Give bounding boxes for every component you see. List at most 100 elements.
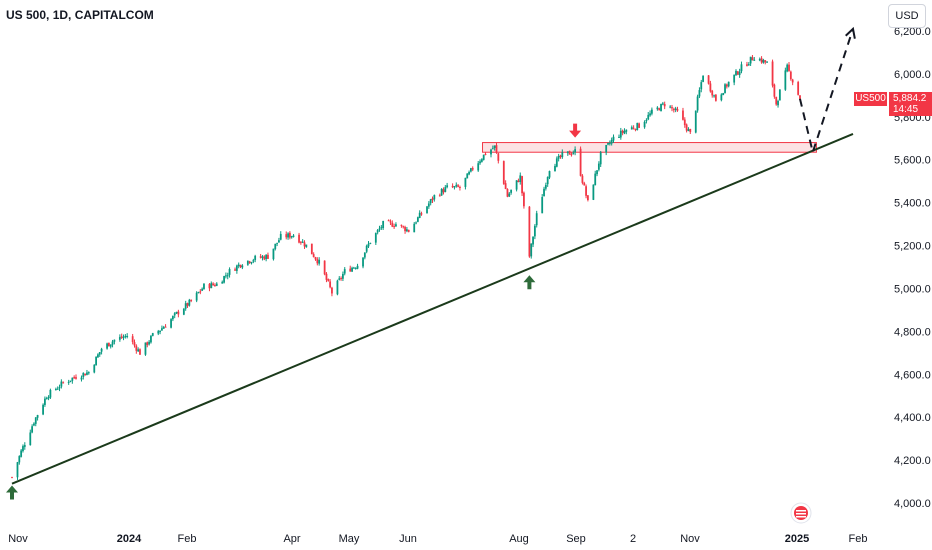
- currency-button[interactable]: USD: [888, 4, 926, 28]
- candle: [510, 189, 513, 195]
- candle: [784, 67, 787, 91]
- candle: [54, 387, 57, 391]
- candle: [477, 160, 480, 172]
- candle: [197, 291, 200, 294]
- candle: [497, 152, 500, 164]
- candle: [479, 159, 481, 165]
- candle: [758, 57, 761, 62]
- candle: [288, 231, 291, 240]
- up-arrow-icon[interactable]: [523, 275, 536, 290]
- candle: [493, 145, 496, 151]
- candle: [190, 299, 193, 303]
- candle: [23, 442, 26, 450]
- candle: [87, 371, 90, 375]
- candle: [186, 302, 189, 308]
- candle: [47, 395, 50, 401]
- candle: [279, 231, 282, 241]
- candle: [660, 103, 662, 112]
- candle: [69, 380, 72, 383]
- candle: [73, 375, 76, 380]
- candle: [365, 244, 368, 254]
- candle: [378, 225, 381, 232]
- x-tick-label: 2024: [117, 533, 142, 545]
- candle: [400, 224, 403, 228]
- candle: [426, 205, 428, 214]
- candle: [318, 257, 321, 266]
- support-trendline[interactable]: [11, 133, 854, 485]
- candle: [303, 240, 306, 249]
- candle: [541, 194, 544, 214]
- down-arrow-icon[interactable]: [569, 123, 582, 138]
- candle: [572, 150, 575, 155]
- candle: [440, 188, 443, 196]
- candle: [733, 74, 736, 86]
- candle: [523, 191, 525, 209]
- resistance-zone[interactable]: [482, 142, 817, 153]
- x-tick-label: 2025: [785, 533, 809, 545]
- candle: [212, 282, 215, 286]
- candle: [391, 220, 394, 228]
- candle: [235, 264, 238, 274]
- candle: [259, 253, 262, 259]
- x-tick-label: Sep: [566, 533, 586, 545]
- candle: [753, 57, 756, 61]
- candle: [331, 286, 333, 297]
- candle: [354, 267, 357, 270]
- candle: [144, 342, 147, 356]
- candle: [687, 127, 690, 132]
- candle: [389, 219, 392, 226]
- candle: [175, 311, 178, 315]
- candle: [221, 280, 224, 284]
- y-tick-label: 6,200.0: [894, 26, 931, 38]
- candle: [671, 104, 673, 112]
- candle: [208, 283, 211, 292]
- candle: [406, 226, 408, 233]
- x-tick-label: Aug: [509, 533, 529, 545]
- candle: [469, 167, 472, 173]
- candle: [612, 134, 615, 143]
- candles-layer: [11, 55, 801, 480]
- candle: [786, 63, 789, 73]
- candle: [649, 110, 651, 117]
- candle: [22, 444, 24, 453]
- candle: [150, 334, 152, 344]
- candle: [457, 183, 459, 188]
- candle: [623, 128, 626, 135]
- candle: [343, 267, 346, 276]
- candle: [444, 185, 447, 193]
- candle: [711, 89, 714, 98]
- candle: [515, 180, 518, 192]
- candle: [438, 193, 441, 197]
- candle: [382, 220, 385, 230]
- candle: [546, 176, 549, 187]
- candle: [18, 455, 21, 465]
- candle: [775, 96, 778, 106]
- candle: [157, 329, 160, 336]
- projection-path[interactable]: [799, 28, 854, 156]
- candle: [250, 261, 253, 265]
- candle: [11, 476, 13, 479]
- last-price-label: 5,884.2 14:45: [889, 92, 932, 116]
- candle: [682, 107, 684, 121]
- candle: [285, 231, 288, 240]
- candle: [100, 347, 103, 355]
- up-arrow-icon[interactable]: [6, 485, 18, 500]
- bar-countdown: 14:45: [893, 104, 919, 115]
- candle: [749, 56, 752, 66]
- candle: [151, 332, 154, 337]
- candle: [521, 175, 523, 196]
- candle: [468, 170, 470, 176]
- candle: [56, 386, 59, 390]
- candle: [184, 300, 187, 311]
- candle: [592, 184, 595, 201]
- candle: [210, 281, 213, 289]
- candle: [596, 170, 598, 177]
- y-tick-label: 4,800.0: [894, 326, 931, 338]
- candle: [177, 309, 180, 318]
- candle: [446, 182, 449, 189]
- candle: [316, 257, 319, 266]
- candle: [272, 248, 275, 261]
- candle: [574, 146, 577, 156]
- candle: [736, 70, 739, 76]
